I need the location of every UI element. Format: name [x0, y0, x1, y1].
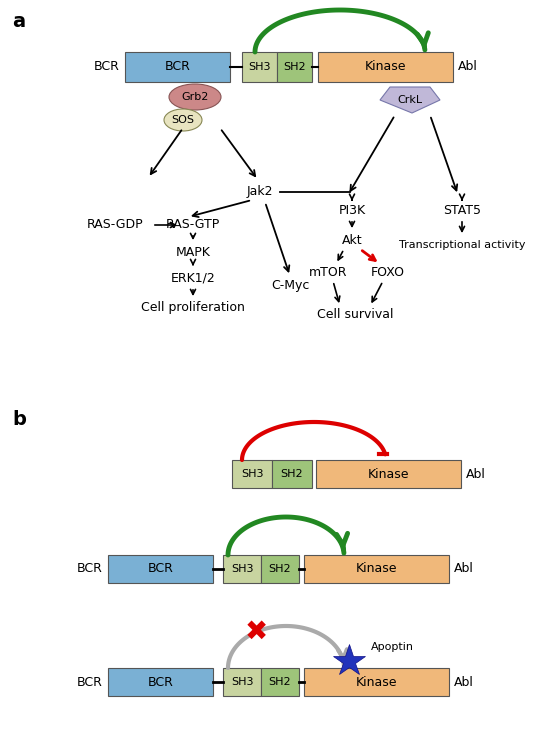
Text: Cell survival: Cell survival [317, 308, 393, 322]
Text: Kinase: Kinase [365, 60, 406, 74]
Text: Akt: Akt [342, 233, 362, 247]
Polygon shape [380, 87, 440, 113]
Bar [316, 460, 461, 488]
Text: Kinase: Kinase [356, 675, 397, 689]
Text: SH2: SH2 [269, 677, 292, 687]
Text: BCR: BCR [147, 562, 173, 576]
Bar [261, 555, 299, 583]
Bar [272, 460, 312, 488]
Bar [318, 52, 453, 82]
Bar [108, 555, 213, 583]
Text: BCR: BCR [164, 60, 190, 74]
Ellipse shape [169, 84, 221, 110]
Bar [242, 52, 277, 82]
Text: SH2: SH2 [269, 564, 292, 574]
Text: ✖: ✖ [245, 617, 268, 646]
Bar [304, 668, 449, 696]
Text: PI3K: PI3K [338, 204, 366, 216]
Text: BCR: BCR [77, 562, 103, 576]
Text: STAT5: STAT5 [443, 204, 481, 216]
Text: Grb2: Grb2 [182, 92, 208, 102]
Text: BCR: BCR [94, 60, 120, 74]
Text: ERK1/2: ERK1/2 [170, 271, 216, 285]
Text: Kinase: Kinase [356, 562, 397, 576]
Text: b: b [12, 410, 26, 429]
Text: Abl: Abl [458, 60, 478, 74]
Text: Apoptin: Apoptin [371, 642, 414, 652]
Text: SH2: SH2 [283, 62, 306, 72]
Text: Transcriptional activity: Transcriptional activity [399, 240, 525, 250]
Bar [304, 555, 449, 583]
Bar [223, 668, 261, 696]
Text: BCR: BCR [77, 675, 103, 689]
Text: SH3: SH3 [231, 677, 253, 687]
Bar [232, 460, 272, 488]
Bar [277, 52, 312, 82]
Text: RAS-GDP: RAS-GDP [87, 218, 144, 232]
Text: Cell proliferation: Cell proliferation [141, 302, 245, 314]
Text: SH3: SH3 [241, 469, 263, 479]
Bar [261, 668, 299, 696]
Text: Kinase: Kinase [368, 467, 409, 481]
Bar [223, 555, 261, 583]
Text: SOS: SOS [172, 115, 195, 125]
Text: C-Myc: C-Myc [271, 279, 309, 291]
Text: BCR: BCR [147, 675, 173, 689]
Bar [125, 52, 230, 82]
Text: FOXO: FOXO [371, 265, 405, 279]
Text: RAS-GTP: RAS-GTP [166, 218, 220, 232]
Text: CrkL: CrkL [398, 95, 422, 105]
Text: SH3: SH3 [248, 62, 271, 72]
Text: Jak2: Jak2 [247, 186, 273, 198]
Text: mTOR: mTOR [309, 265, 347, 279]
Text: Abl: Abl [454, 562, 474, 576]
Text: a: a [12, 12, 25, 31]
Text: SH3: SH3 [231, 564, 253, 574]
Text: Abl: Abl [466, 467, 486, 481]
Text: SH2: SH2 [280, 469, 303, 479]
Text: Abl: Abl [454, 675, 474, 689]
Text: MAPK: MAPK [175, 245, 211, 259]
Bar [108, 668, 213, 696]
Ellipse shape [164, 109, 202, 131]
